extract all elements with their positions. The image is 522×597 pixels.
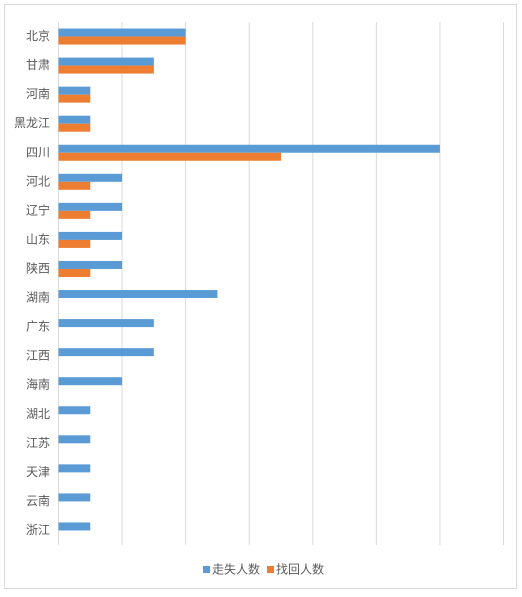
bar xyxy=(58,319,154,328)
y-tick-label: 四川 xyxy=(26,145,50,159)
legend-swatch xyxy=(267,566,274,573)
y-tick-label: 北京 xyxy=(26,29,50,43)
legend-label: 找回人数 xyxy=(276,562,324,577)
y-tick-label: 河南 xyxy=(26,86,50,101)
bar xyxy=(58,348,154,357)
y-tick-label: 江苏 xyxy=(26,436,50,450)
y-tick-label: 山东 xyxy=(26,232,50,246)
y-tick-label: 湖南 xyxy=(26,290,50,305)
bar xyxy=(58,115,91,124)
bar xyxy=(58,290,218,299)
bar xyxy=(58,36,186,45)
bar xyxy=(58,493,91,502)
y-tick-label: 辽宁 xyxy=(26,202,50,217)
bar xyxy=(58,239,91,248)
bar xyxy=(58,435,91,444)
bar xyxy=(58,406,91,415)
legend-swatch xyxy=(203,566,210,573)
bar xyxy=(58,202,123,211)
y-tick-label: 陕西 xyxy=(26,260,50,275)
bar xyxy=(58,152,281,161)
y-tick-label: 浙江 xyxy=(26,523,50,537)
bar xyxy=(58,94,91,103)
bar xyxy=(58,173,123,182)
bar xyxy=(58,65,154,74)
bar xyxy=(58,181,91,190)
bar xyxy=(58,231,123,240)
y-tick-label: 湖北 xyxy=(26,406,50,421)
bar xyxy=(58,522,91,531)
bar xyxy=(58,464,91,473)
bar xyxy=(58,260,123,269)
y-tick-label: 江西 xyxy=(26,349,50,363)
y-tick-label: 黑龙江 xyxy=(14,116,50,130)
bar xyxy=(58,377,123,386)
bar xyxy=(58,144,440,153)
bar xyxy=(58,123,91,132)
y-tick-label: 甘肃 xyxy=(26,58,50,72)
y-tick-label: 海南 xyxy=(26,377,50,392)
bar xyxy=(58,210,91,219)
y-tick-label: 云南 xyxy=(26,493,50,508)
bar xyxy=(58,57,154,66)
y-tick-label: 广东 xyxy=(26,320,50,334)
bar xyxy=(58,268,91,277)
bar xyxy=(58,28,186,37)
legend-label: 走失人数 xyxy=(212,562,260,577)
y-tick-label: 天津 xyxy=(26,465,50,479)
y-tick-label: 河北 xyxy=(26,174,50,188)
bar xyxy=(58,86,91,95)
